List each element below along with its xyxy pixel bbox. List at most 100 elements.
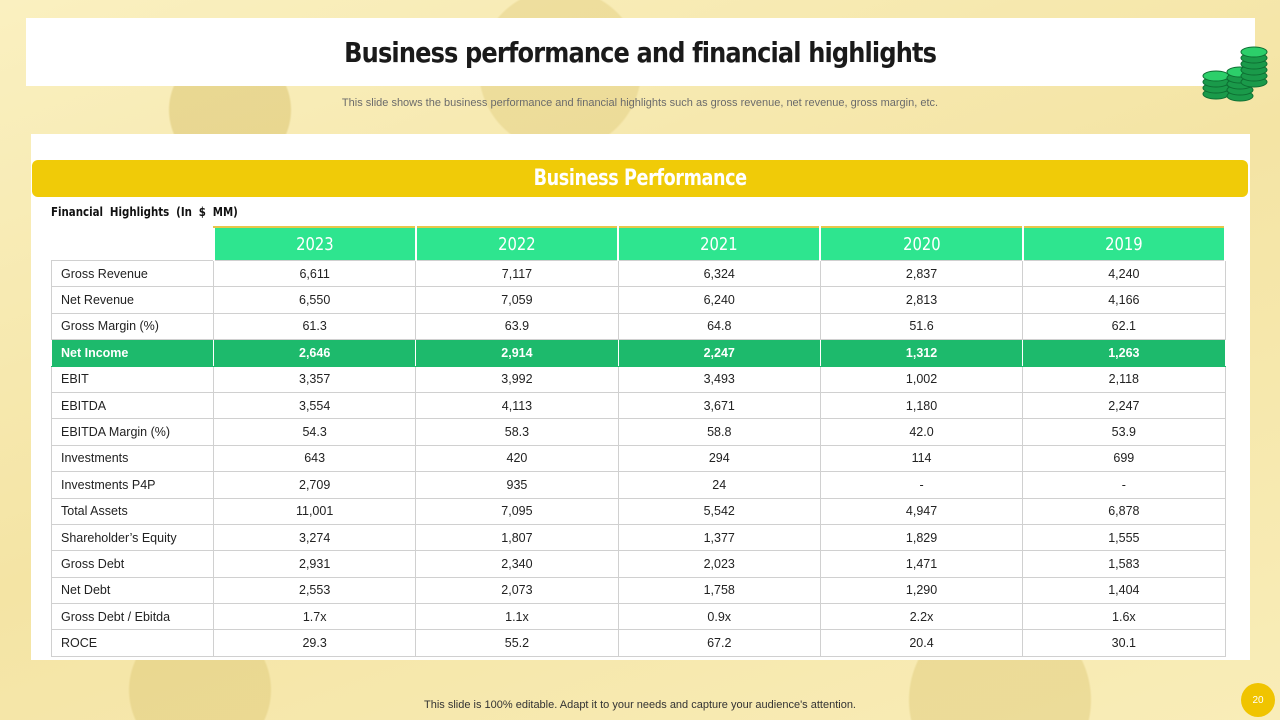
- table-cell: 58.3: [415, 418, 619, 446]
- table-row: Investments 643 420 294 114 699: [51, 444, 1226, 473]
- footer-note: This slide is 100% editable. Adapt it to…: [424, 699, 856, 711]
- table-cell: 30.1: [1022, 629, 1226, 657]
- table-cell: 53.9: [1022, 418, 1226, 446]
- row-label: Net Revenue: [51, 286, 214, 314]
- table-cell: 1.6x: [1022, 603, 1226, 631]
- header-row: 2023 2022 2021 2020 2019: [51, 226, 1227, 261]
- row-label: EBITDA Margin (%): [51, 418, 214, 446]
- table-cell: 699: [1022, 444, 1226, 473]
- table-cell: -: [1022, 471, 1226, 499]
- table-row: Shareholder’s Equity 3,274 1,807 1,377 1…: [51, 523, 1226, 552]
- table-cell: 1,471: [819, 550, 1024, 578]
- table-cell: 61.3: [212, 312, 417, 341]
- table-cell: 2,073: [415, 576, 619, 605]
- table-cell: 3,274: [212, 523, 417, 552]
- year-header: 2021: [617, 226, 822, 261]
- table-cell: 2,914: [415, 339, 619, 367]
- row-label: Shareholder’s Equity: [51, 523, 214, 552]
- money-stack-icon: [1202, 46, 1268, 102]
- table-cell: 54.3: [212, 418, 417, 446]
- row-label: Total Assets: [51, 497, 214, 525]
- section-title: Business Performance: [533, 166, 747, 191]
- table-cell: 51.6: [819, 312, 1024, 341]
- table-cell: 643: [212, 444, 417, 473]
- table-cell: 63.9: [415, 312, 619, 341]
- table-cell: 29.3: [212, 629, 417, 657]
- year-header: 2019: [1021, 226, 1227, 261]
- table-cell: 62.1: [1022, 312, 1226, 341]
- table-cell: 2,247: [617, 339, 821, 367]
- table-cell: 1,312: [819, 339, 1024, 367]
- table-cell: 4,947: [819, 497, 1024, 525]
- table-cell: 1,829: [819, 523, 1024, 552]
- row-label: Gross Revenue: [51, 259, 214, 288]
- table-row: Gross Debt / Ebitda 1.7x 1.1x 0.9x 2.2x …: [51, 603, 1226, 631]
- table-cell: 64.8: [617, 312, 821, 341]
- table-row: Gross Margin (%) 61.3 63.9 64.8 51.6 62.…: [51, 312, 1226, 341]
- table-row: Gross Debt 2,931 2,340 2,023 1,471 1,583: [51, 550, 1226, 578]
- table-cell: 2.2x: [819, 603, 1024, 631]
- table-cell: 7,117: [415, 259, 619, 288]
- table-cell: 67.2: [617, 629, 821, 657]
- table-row: ROCE 29.3 55.2 67.2 20.4 30.1: [51, 629, 1226, 657]
- table-cell: 7,095: [415, 497, 619, 525]
- table-cell: 420: [415, 444, 619, 473]
- table-cell: 6,550: [212, 286, 417, 314]
- row-label: Gross Debt: [51, 550, 214, 578]
- header-blank-cell: [51, 227, 214, 261]
- row-label: Investments P4P: [51, 471, 214, 499]
- table-cell: 0.9x: [617, 603, 821, 631]
- table-cell: 3,493: [617, 365, 821, 393]
- row-label: EBITDA: [51, 391, 214, 420]
- table-cell: 1,758: [617, 576, 821, 605]
- table-row: Total Assets 11,001 7,095 5,542 4,947 6,…: [51, 497, 1226, 525]
- table-cell: 1,290: [819, 576, 1024, 605]
- row-label: Net Debt: [51, 576, 214, 605]
- table-cell: 2,813: [819, 286, 1024, 314]
- table-cell: 294: [617, 444, 821, 473]
- table-cell: 1,377: [617, 523, 821, 552]
- table-cell: 3,992: [415, 365, 619, 393]
- table-cell: 2,118: [1022, 365, 1226, 393]
- year-header: 2023: [212, 226, 417, 261]
- table-cell: 2,646: [212, 339, 417, 367]
- table-row: Gross Revenue 6,611 7,117 6,324 2,837 4,…: [51, 259, 1226, 288]
- table-cell: 3,671: [617, 391, 821, 420]
- table-cell: 2,931: [212, 550, 417, 578]
- table-cell: 6,878: [1022, 497, 1226, 525]
- table-row: EBITDA Margin (%) 54.3 58.3 58.8 42.0 53…: [51, 418, 1226, 446]
- slide-subtitle: This slide shows the business performanc…: [341, 97, 939, 109]
- table-cell: 6,611: [212, 259, 417, 288]
- section-band: Business Performance: [32, 160, 1248, 197]
- table-cell: 42.0: [819, 418, 1024, 446]
- title-bar: Business performance and financial highl…: [26, 18, 1255, 86]
- table-cell: 20.4: [819, 629, 1024, 657]
- table-cell: 3,554: [212, 391, 417, 420]
- table-row: Investments P4P 2,709 935 24 - -: [51, 471, 1226, 499]
- table-cell: -: [819, 471, 1024, 499]
- table-cell: 1,555: [1022, 523, 1226, 552]
- table-cell: 4,240: [1022, 259, 1226, 288]
- page-number-badge: 20: [1241, 683, 1275, 717]
- table-cell: 2,340: [415, 550, 619, 578]
- table-cell: 2,837: [819, 259, 1024, 288]
- table-cell: 1,583: [1022, 550, 1226, 578]
- table-cell: 935: [415, 471, 619, 499]
- row-label: Gross Margin (%): [51, 312, 214, 341]
- year-header: 2022: [414, 226, 620, 261]
- table-cell: 3,357: [212, 365, 417, 393]
- table-row: Net Debt 2,553 2,073 1,758 1,290 1,404: [51, 576, 1226, 605]
- table-cell: 6,240: [617, 286, 821, 314]
- table-cell: 6,324: [617, 259, 821, 288]
- table-cell: 1.1x: [415, 603, 619, 631]
- table-cell: 1,807: [415, 523, 619, 552]
- table-row: EBIT 3,357 3,992 3,493 1,002 2,118: [51, 365, 1226, 393]
- table-row: EBITDA 3,554 4,113 3,671 1,180 2,247: [51, 391, 1226, 420]
- table-caption: Financial Highlights (In $ MM): [51, 204, 238, 219]
- table-cell: 2,247: [1022, 391, 1226, 420]
- table-row: Net Revenue 6,550 7,059 6,240 2,813 4,16…: [51, 286, 1226, 314]
- table-cell: 2,553: [212, 576, 417, 605]
- table-cell: 11,001: [212, 497, 417, 525]
- row-label: ROCE: [51, 629, 214, 657]
- table-cell: 1,002: [819, 365, 1024, 393]
